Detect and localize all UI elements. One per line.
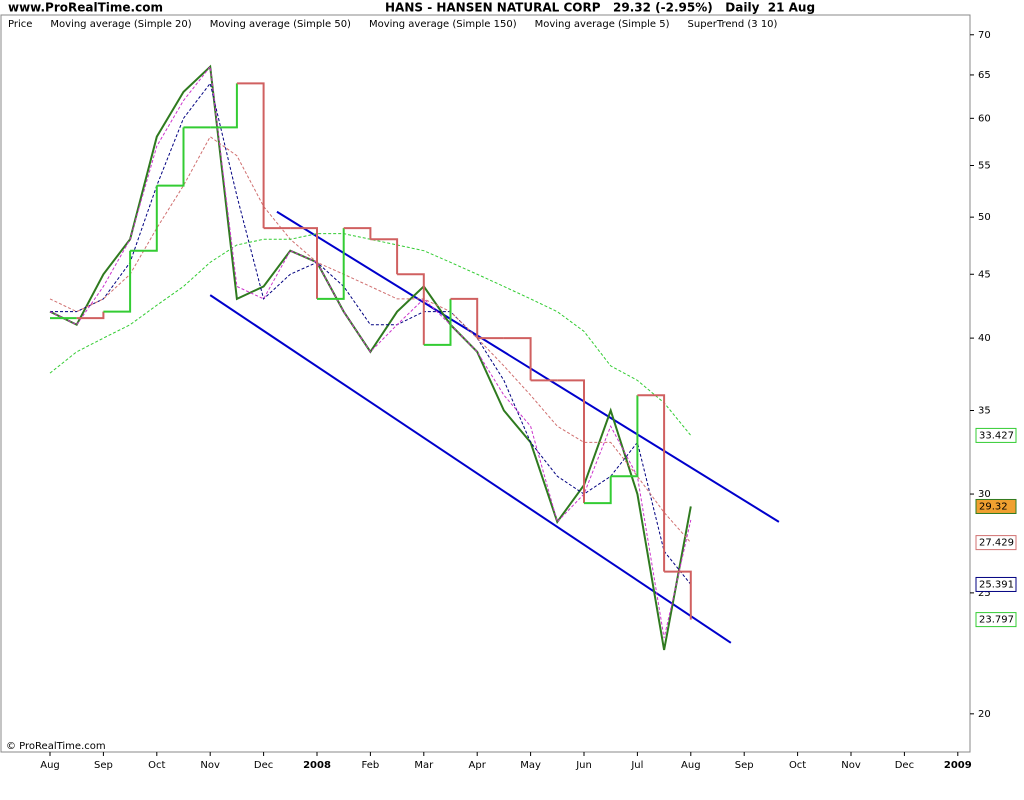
value-tag bbox=[975, 498, 1017, 514]
y-tick-label: 65 bbox=[978, 70, 991, 81]
supertrend-step bbox=[370, 238, 399, 275]
y-tick-label: 35 bbox=[978, 405, 991, 416]
y-tick-label: 30 bbox=[978, 489, 991, 500]
legend-entry: Price bbox=[8, 19, 32, 30]
footer: © ProRealTime.com bbox=[6, 741, 106, 752]
value-tag-label: 27.429 bbox=[979, 538, 1014, 549]
value-tag-label: 25.391 bbox=[979, 579, 1014, 590]
x-tick-label: Aug bbox=[40, 760, 60, 771]
x-tick-label: Sep bbox=[94, 760, 113, 771]
supertrend-step bbox=[557, 379, 585, 504]
value-tag bbox=[975, 576, 1017, 592]
x-tick-label: Dec bbox=[895, 760, 914, 771]
supertrend-step bbox=[584, 476, 612, 505]
legend-entry: SuperTrend (3 10) bbox=[688, 19, 778, 30]
x-tick-label: Sep bbox=[735, 760, 754, 771]
legend-entry: Moving average (Simple 150) bbox=[369, 19, 517, 30]
x-tick-label: 2009 bbox=[944, 760, 972, 771]
trendline bbox=[276, 210, 780, 523]
x-tick-label: Jul bbox=[630, 760, 643, 771]
site-name: www.ProRealTime.com bbox=[8, 1, 163, 15]
x-tick-label: Aug bbox=[681, 760, 701, 771]
trendline bbox=[209, 294, 732, 644]
supertrend-step bbox=[103, 250, 132, 313]
x-tick-label: Jun bbox=[575, 760, 592, 771]
supertrend-step bbox=[290, 227, 318, 299]
y-tick-label: 60 bbox=[978, 113, 991, 124]
value-tag-label: 33.427 bbox=[979, 430, 1014, 441]
x-tick-label: Dec bbox=[254, 760, 273, 771]
supertrend-step bbox=[637, 394, 666, 572]
x-tick-label: Oct bbox=[789, 760, 806, 771]
x-tick-label: May bbox=[520, 760, 541, 771]
value-tag bbox=[975, 427, 1017, 443]
series-line bbox=[49, 135, 692, 543]
x-tick-label: Nov bbox=[200, 760, 220, 771]
supertrend-step bbox=[317, 228, 345, 300]
supertrend-step bbox=[76, 311, 105, 320]
supertrend-step bbox=[664, 570, 692, 620]
x-tick-label: Feb bbox=[362, 760, 380, 771]
x-tick-label: Nov bbox=[841, 760, 861, 771]
value-tag bbox=[975, 612, 1017, 628]
y-tick-label: 45 bbox=[978, 269, 991, 280]
y-tick-label: 50 bbox=[978, 212, 991, 223]
legend-entry: Moving average (Simple 20) bbox=[50, 19, 191, 30]
x-tick-label: 2008 bbox=[303, 760, 331, 771]
supertrend-step bbox=[397, 273, 425, 345]
x-tick-label: Mar bbox=[414, 760, 434, 771]
chart-title: HANS - HANSEN NATURAL CORP 29.32 (-2.95%… bbox=[385, 1, 815, 15]
plot-frame bbox=[0, 14, 971, 753]
value-tag-label: 23.797 bbox=[979, 615, 1014, 626]
supertrend-step bbox=[450, 297, 479, 339]
legend-entry: Moving average (Simple 50) bbox=[210, 19, 351, 30]
value-tag bbox=[975, 535, 1017, 551]
supertrend-step bbox=[610, 395, 639, 478]
y-tick-label: 40 bbox=[978, 333, 991, 344]
supertrend-step bbox=[423, 298, 452, 346]
y-tick-label: 70 bbox=[978, 30, 991, 41]
y-tick-label: 25 bbox=[978, 588, 991, 599]
y-tick-label: 55 bbox=[978, 160, 991, 171]
x-tick-label: Apr bbox=[469, 760, 487, 771]
supertrend-step bbox=[210, 83, 238, 129]
supertrend-step bbox=[130, 185, 158, 252]
x-tick-label: Oct bbox=[148, 760, 165, 771]
value-tag-label: 29.32 bbox=[979, 501, 1008, 512]
y-tick-label: 20 bbox=[978, 709, 991, 720]
supertrend-step bbox=[236, 82, 265, 229]
legend-entry: Moving average (Simple 5) bbox=[535, 19, 670, 30]
supertrend-step bbox=[343, 227, 372, 240]
supertrend-step bbox=[156, 127, 185, 187]
supertrend-step bbox=[503, 337, 532, 381]
